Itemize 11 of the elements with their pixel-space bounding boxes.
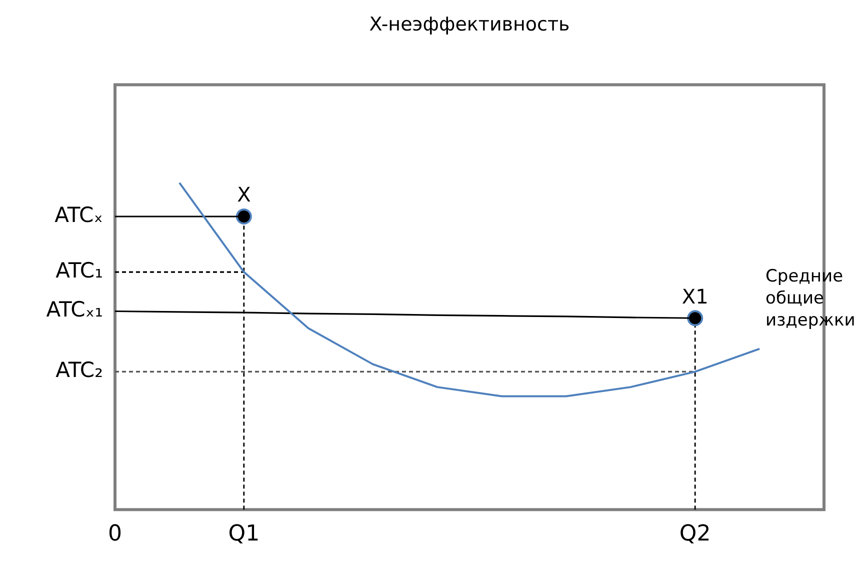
annotation: ATCₓ (54, 202, 103, 227)
annotation: ATC₂ (56, 358, 103, 382)
annotation: ATC₁ (56, 258, 103, 282)
series-label: X1 (682, 284, 708, 308)
chart-title: X-неэффективность (369, 13, 570, 36)
x-tick-label: 0 (108, 522, 122, 547)
series-label: Средние общие издержки (766, 266, 856, 330)
series-label: X (237, 182, 252, 207)
annotation: ATCₓ₁ (46, 298, 103, 322)
x-tick-label: Q2 (679, 522, 711, 547)
x-tick-label: Q1 (228, 522, 260, 547)
